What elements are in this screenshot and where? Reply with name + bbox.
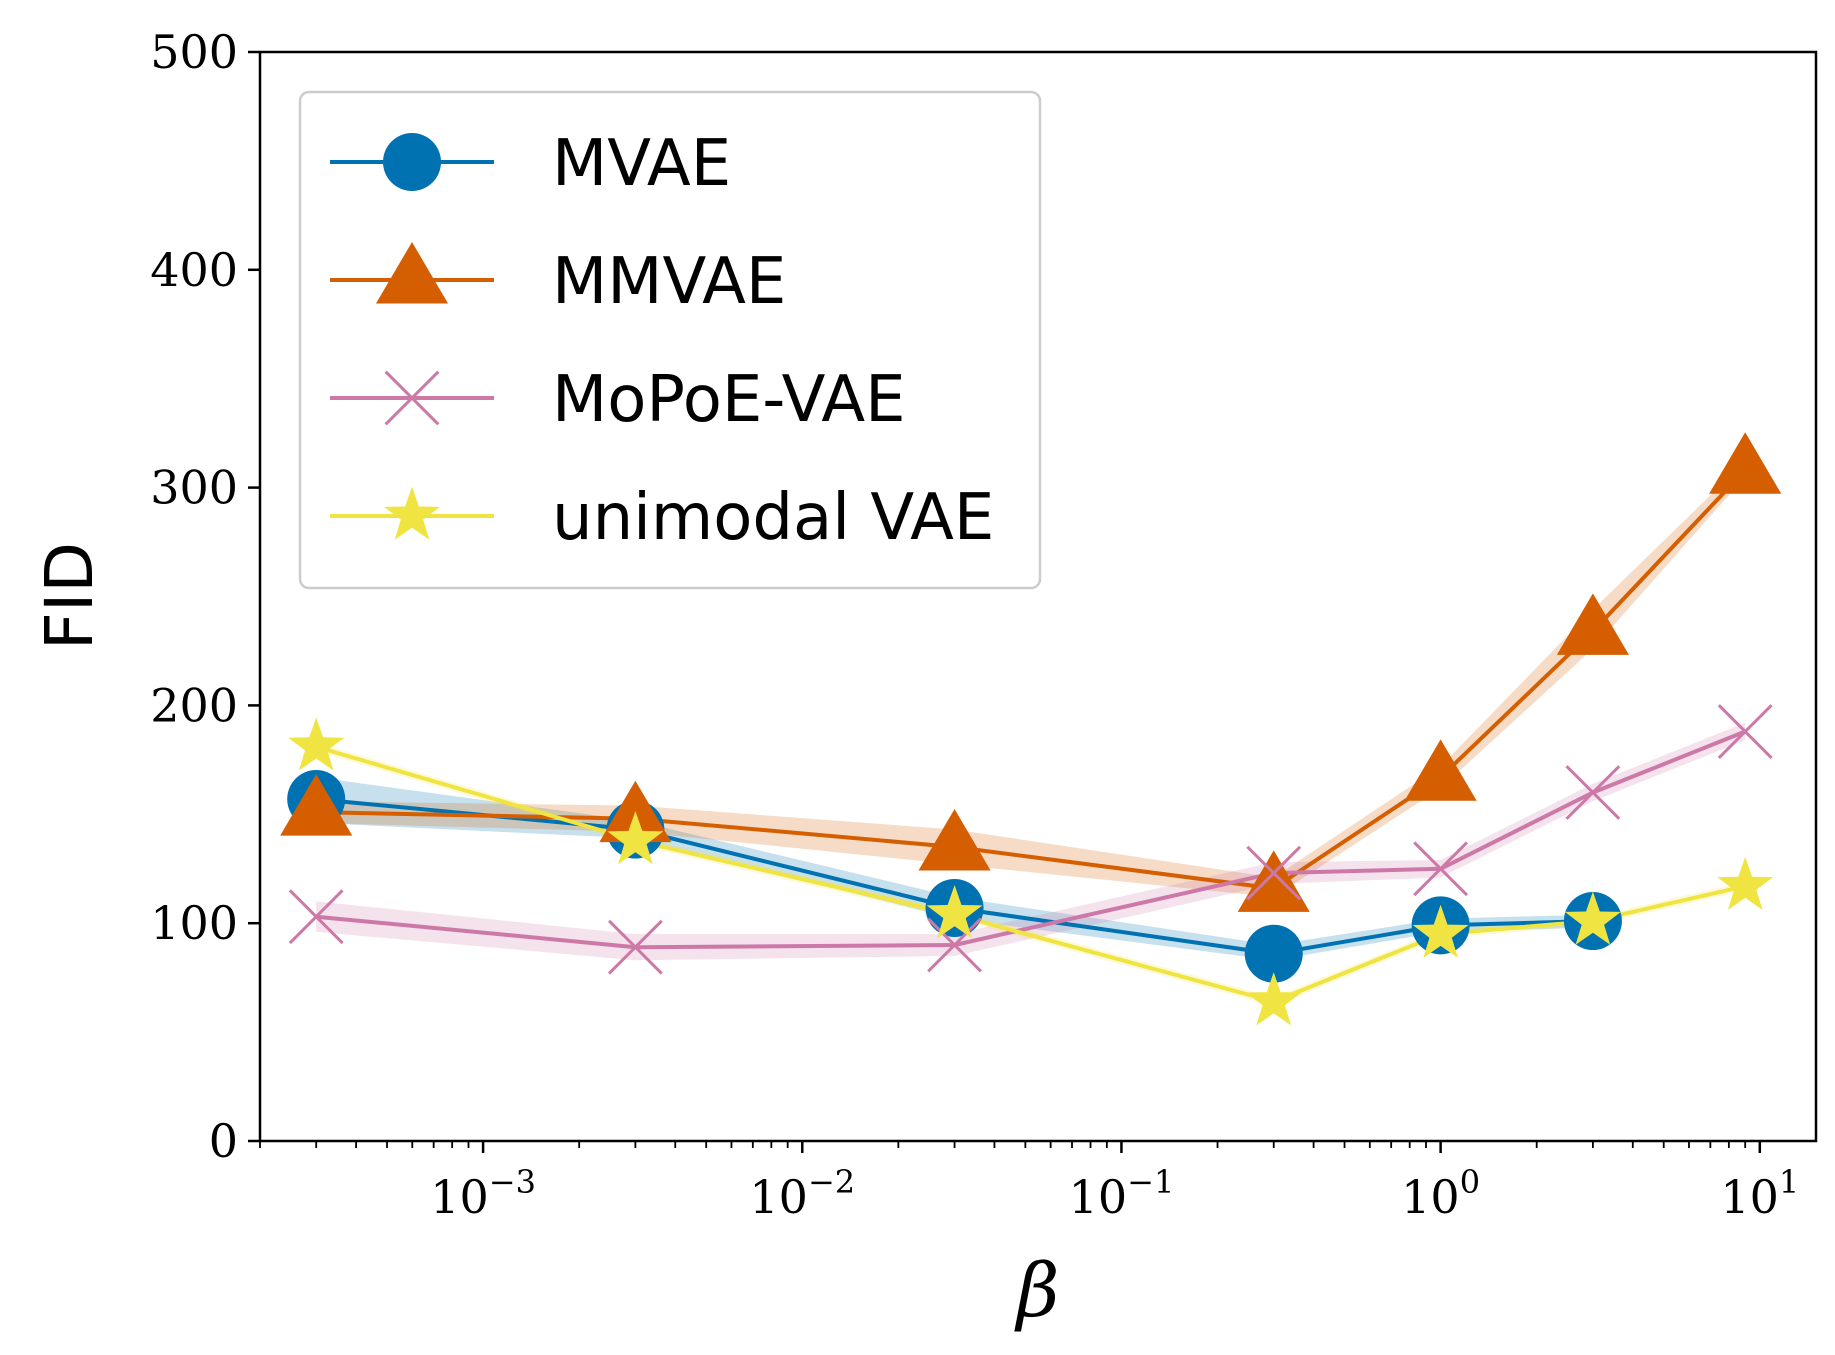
legend: MVAE MMVAE MoPoE-VAE unimodal VAE (298, 90, 1042, 590)
point-mvae (1244, 924, 1303, 983)
x-tick-label: 100 (1401, 1163, 1480, 1224)
y-tick-label: 400 (150, 243, 238, 297)
x-tick-label: 10−3 (430, 1163, 536, 1224)
y-tick-label: 500 (150, 25, 238, 79)
point-mmvae (280, 774, 353, 836)
x-axis-title: β (1014, 1248, 1060, 1334)
point-mmvae (1709, 432, 1782, 494)
y-axis-title: FID (31, 542, 108, 650)
point-mopoe-vae (1413, 841, 1469, 897)
point-mopoe-vae (1565, 765, 1621, 820)
y-tick-label: 300 (150, 461, 238, 515)
point-mopoe-vae (927, 917, 982, 973)
point-unimodal-vae (926, 885, 983, 939)
legend-marker-mopoe-vae (384, 370, 440, 426)
series-markers (280, 432, 1782, 1026)
point-unimodal-vae (288, 717, 345, 771)
legend-label-mvae: MVAE (552, 127, 731, 201)
legend-label-mopoe-vae: MoPoE-VAE (552, 363, 906, 437)
legend-marker-unimodal-vae (384, 486, 440, 540)
point-unimodal-vae (1245, 972, 1302, 1026)
point-unimodal-vae (1412, 904, 1469, 958)
x-axis: 10−3 10−2 10−1 100 101 (259, 1141, 1799, 1224)
x-tick-label: 101 (1720, 1163, 1799, 1224)
band-mopoe-vae (316, 722, 1746, 961)
legend-marker-mmvae (375, 242, 449, 304)
y-tick-label: 200 (150, 678, 238, 732)
point-unimodal-vae (1717, 856, 1774, 910)
point-mmvae (918, 809, 991, 871)
point-mmvae (1404, 739, 1477, 801)
y-axis: 0 100 200 300 400 500 (150, 25, 260, 1168)
point-unimodal-vae (607, 811, 664, 865)
plot-area-frame (258, 50, 1818, 1143)
legend-marker-mvae (383, 133, 441, 191)
point-mopoe-vae (1717, 704, 1773, 759)
point-mmvae (1237, 850, 1310, 912)
y-tick-label: 100 (150, 896, 238, 950)
legend-label-unimodal-vae: unimodal VAE (552, 481, 994, 555)
point-mopoe-vae (288, 889, 344, 945)
x-tick-label: 10−2 (749, 1163, 855, 1224)
point-mopoe-vae (607, 919, 663, 975)
legend-frame (298, 90, 1042, 590)
legend-label-mmvae: MMVAE (552, 245, 786, 319)
point-unimodal-vae (1564, 891, 1621, 945)
y-tick-label: 0 (209, 1114, 238, 1168)
x-tick-label: 10−1 (1069, 1163, 1175, 1224)
point-mopoe-vae (1246, 845, 1302, 901)
point-mmvae (1556, 593, 1629, 655)
